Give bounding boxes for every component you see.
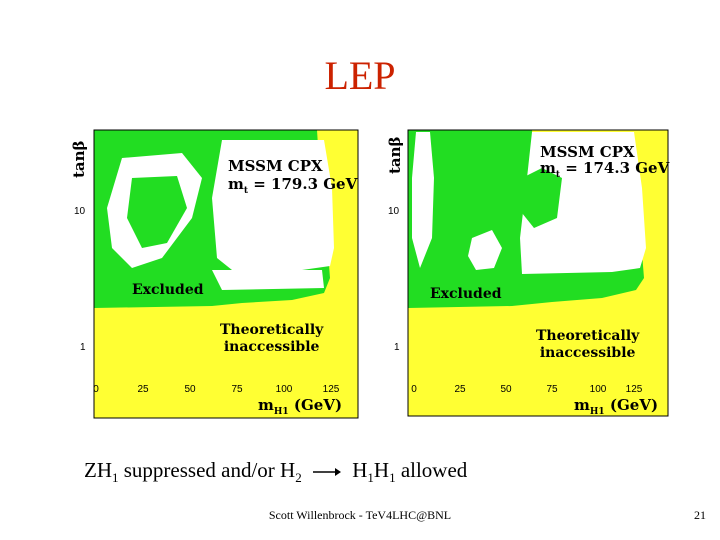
x-tick-0: 0	[411, 384, 417, 395]
x-axis-label: mH1 (GeV)	[258, 396, 343, 417]
model-label: MSSM CPX	[540, 143, 635, 161]
x-tick-0: 0	[93, 384, 99, 395]
allowed-region	[212, 140, 334, 270]
x-tick-125: 125	[322, 384, 340, 395]
x-tick-50: 50	[500, 384, 512, 395]
excluded-island	[127, 176, 187, 248]
x-tick-125: 125	[625, 384, 643, 395]
x-tick-75: 75	[546, 384, 558, 395]
y-axis-label: tanβ	[70, 140, 88, 178]
x-tick-75: 75	[231, 384, 243, 395]
plot-border	[93, 129, 359, 419]
plot-border	[407, 129, 669, 417]
slide-footer: Scott Willenbrock - TeV4LHC@BNL	[268, 508, 452, 522]
y-tick-10: 10	[388, 206, 400, 217]
theoretically-inaccessible-label: Theoretically inaccessible	[220, 322, 324, 355]
plot-canvas-right	[372, 118, 672, 424]
top-mass-label: mt = 174.3 GeV	[540, 159, 670, 180]
x-tick-25: 25	[454, 384, 466, 395]
exclusion-plot-left: tanβ 10 1 0 25 50 75 100 125 mH1 (GeV) M…	[62, 118, 362, 424]
excluded-island	[522, 168, 562, 228]
arrow-right-icon	[312, 468, 341, 477]
slide-caption: ZH1 suppressed and/or H2 H1H1 allowed	[84, 458, 468, 486]
allowed-strip	[212, 270, 324, 290]
allowed-region	[520, 132, 646, 274]
allowed-strip	[412, 132, 434, 268]
excluded-label: Excluded	[430, 286, 502, 302]
excluded-label: Excluded	[132, 282, 204, 298]
y-axis-label: tanβ	[386, 136, 404, 174]
allowed-island	[468, 230, 502, 270]
slide-title: LEP	[324, 53, 396, 98]
model-label: MSSM CPX	[228, 157, 323, 175]
x-tick-50: 50	[184, 384, 196, 395]
y-tick-1: 1	[80, 342, 86, 353]
page-number: 21	[694, 508, 706, 522]
y-tick-10: 10	[74, 206, 86, 217]
y-tick-1: 1	[394, 342, 400, 353]
exclusion-plot-right: tanβ 10 1 0 25 50 75 100 125 mH1 (GeV) M…	[372, 118, 672, 424]
x-tick-25: 25	[137, 384, 149, 395]
top-mass-label: mt = 179.3 GeV	[228, 175, 358, 196]
x-tick-100: 100	[589, 384, 607, 395]
theoretically-inaccessible-label: Theoretically inaccessible	[536, 328, 640, 361]
x-tick-100: 100	[275, 384, 293, 395]
plot-canvas-left	[62, 118, 362, 424]
x-axis-label: mH1 (GeV)	[574, 396, 659, 417]
